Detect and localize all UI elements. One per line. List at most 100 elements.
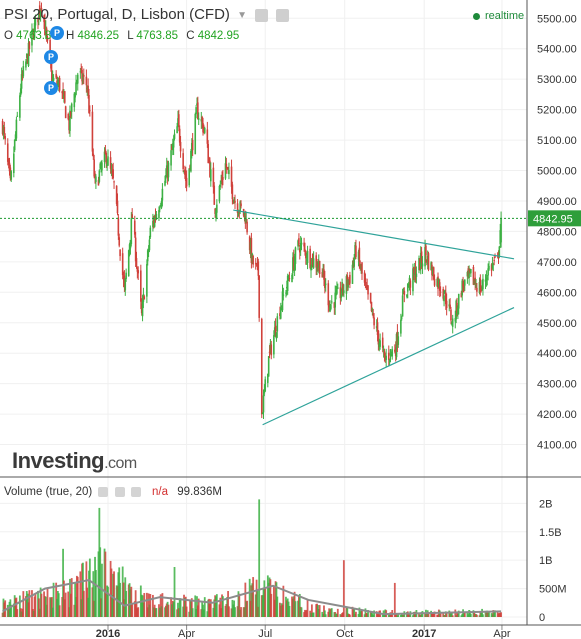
candle-body	[76, 79, 78, 85]
candle-body	[249, 241, 252, 254]
volume-bar	[173, 567, 176, 617]
candle-body	[117, 217, 120, 236]
volume-bar	[469, 613, 472, 617]
candle-body	[312, 258, 315, 268]
symbol-title[interactable]: PSI 20, Portugal, D, Lisbon (CFD)	[4, 6, 230, 23]
volume-bar	[433, 611, 436, 617]
candle-body	[415, 273, 418, 278]
candle-body	[311, 254, 314, 266]
event-marker[interactable]: P	[44, 81, 58, 95]
volume-bar	[238, 593, 241, 617]
candle-body	[1, 120, 4, 134]
event-marker[interactable]: P	[50, 26, 64, 40]
price-axis: 4100.00 4200.00 4300.00 4400.00 4500.00 4600.…	[537, 13, 577, 451]
volume-bar	[67, 591, 70, 617]
candle-body	[316, 267, 318, 272]
symbol-header[interactable]: PSI 20, Portugal, D, Lisbon (CFD) ▼	[4, 6, 290, 23]
candle-body	[81, 69, 83, 82]
volume-bar	[221, 596, 224, 617]
candle-body	[274, 325, 277, 336]
candle-body	[6, 143, 9, 162]
candle-body	[261, 413, 264, 415]
candle-body	[166, 167, 169, 178]
chevron-down-icon[interactable]: ▼	[237, 9, 248, 21]
candle-body	[384, 357, 387, 359]
candles	[1, 1, 502, 419]
candle-body	[499, 230, 502, 245]
candle-body	[58, 77, 61, 91]
candle-body	[250, 238, 253, 263]
candle-body	[210, 169, 212, 182]
volume-bar	[282, 585, 285, 617]
candle-body	[389, 349, 392, 356]
candle-body	[454, 317, 457, 322]
candle-body	[273, 335, 275, 355]
visibility-icon[interactable]	[98, 486, 109, 497]
candle-body	[305, 251, 307, 259]
candle-body	[63, 94, 65, 99]
candle-body	[100, 167, 102, 169]
frame	[0, 0, 581, 626]
candle-body	[56, 80, 58, 85]
close-icon[interactable]	[130, 486, 141, 497]
volume-bar	[324, 614, 327, 617]
candle-body	[32, 28, 34, 33]
close-icon[interactable]	[276, 8, 290, 22]
volume-bar	[240, 607, 242, 617]
candle-body	[268, 351, 271, 353]
candle-body	[430, 262, 432, 271]
candle-body	[341, 282, 343, 294]
candle-body	[488, 265, 490, 270]
volume-bar	[364, 608, 367, 617]
settings-icon[interactable]	[114, 486, 125, 497]
price-tick-label: 4700.00	[537, 257, 577, 269]
candle-body	[413, 267, 415, 274]
candle-body	[379, 340, 381, 347]
candle-body	[304, 249, 306, 251]
candle-body	[55, 73, 57, 78]
candle-body	[40, 7, 43, 12]
candle-body	[39, 10, 42, 18]
volume-ma-line	[2, 579, 502, 616]
volume-bar	[209, 599, 212, 617]
status-dot-icon	[473, 12, 480, 20]
candle-body	[171, 146, 173, 150]
candle-body	[184, 169, 186, 175]
candle-body	[244, 216, 247, 224]
candle-body	[364, 278, 367, 284]
candle-body	[70, 111, 72, 117]
candle-body	[106, 163, 108, 167]
candle-body	[26, 54, 29, 64]
volume-bar	[445, 612, 448, 617]
volume-bar	[34, 594, 37, 617]
low-value: 4763.85	[136, 30, 178, 42]
trendline	[262, 306, 515, 426]
candle-body	[333, 302, 336, 308]
candle-body	[293, 259, 296, 271]
candle-body	[317, 261, 320, 268]
candle-body	[369, 292, 372, 303]
high-label: H	[65, 30, 75, 42]
event-marker[interactable]: P	[44, 50, 58, 64]
volume-bar	[46, 588, 49, 617]
candle-body	[431, 264, 433, 276]
candle-body	[155, 214, 158, 220]
candle-body	[269, 343, 272, 350]
candle-body	[123, 275, 126, 288]
grid	[0, 0, 527, 625]
volume-bar	[318, 605, 321, 617]
candle-body	[215, 210, 217, 217]
high-value: 4846.25	[77, 30, 120, 42]
candle-body	[306, 250, 309, 263]
candle-body	[206, 129, 209, 144]
candle-body	[365, 286, 368, 288]
volume-bar	[64, 592, 67, 617]
candle-body	[159, 204, 162, 206]
candle-body	[360, 266, 362, 268]
volume-bar	[191, 608, 194, 617]
candle-body	[490, 264, 493, 271]
settings-icon[interactable]	[255, 8, 269, 22]
candle-body	[74, 94, 76, 98]
candle-body	[395, 333, 398, 358]
volume-bar	[143, 593, 146, 617]
